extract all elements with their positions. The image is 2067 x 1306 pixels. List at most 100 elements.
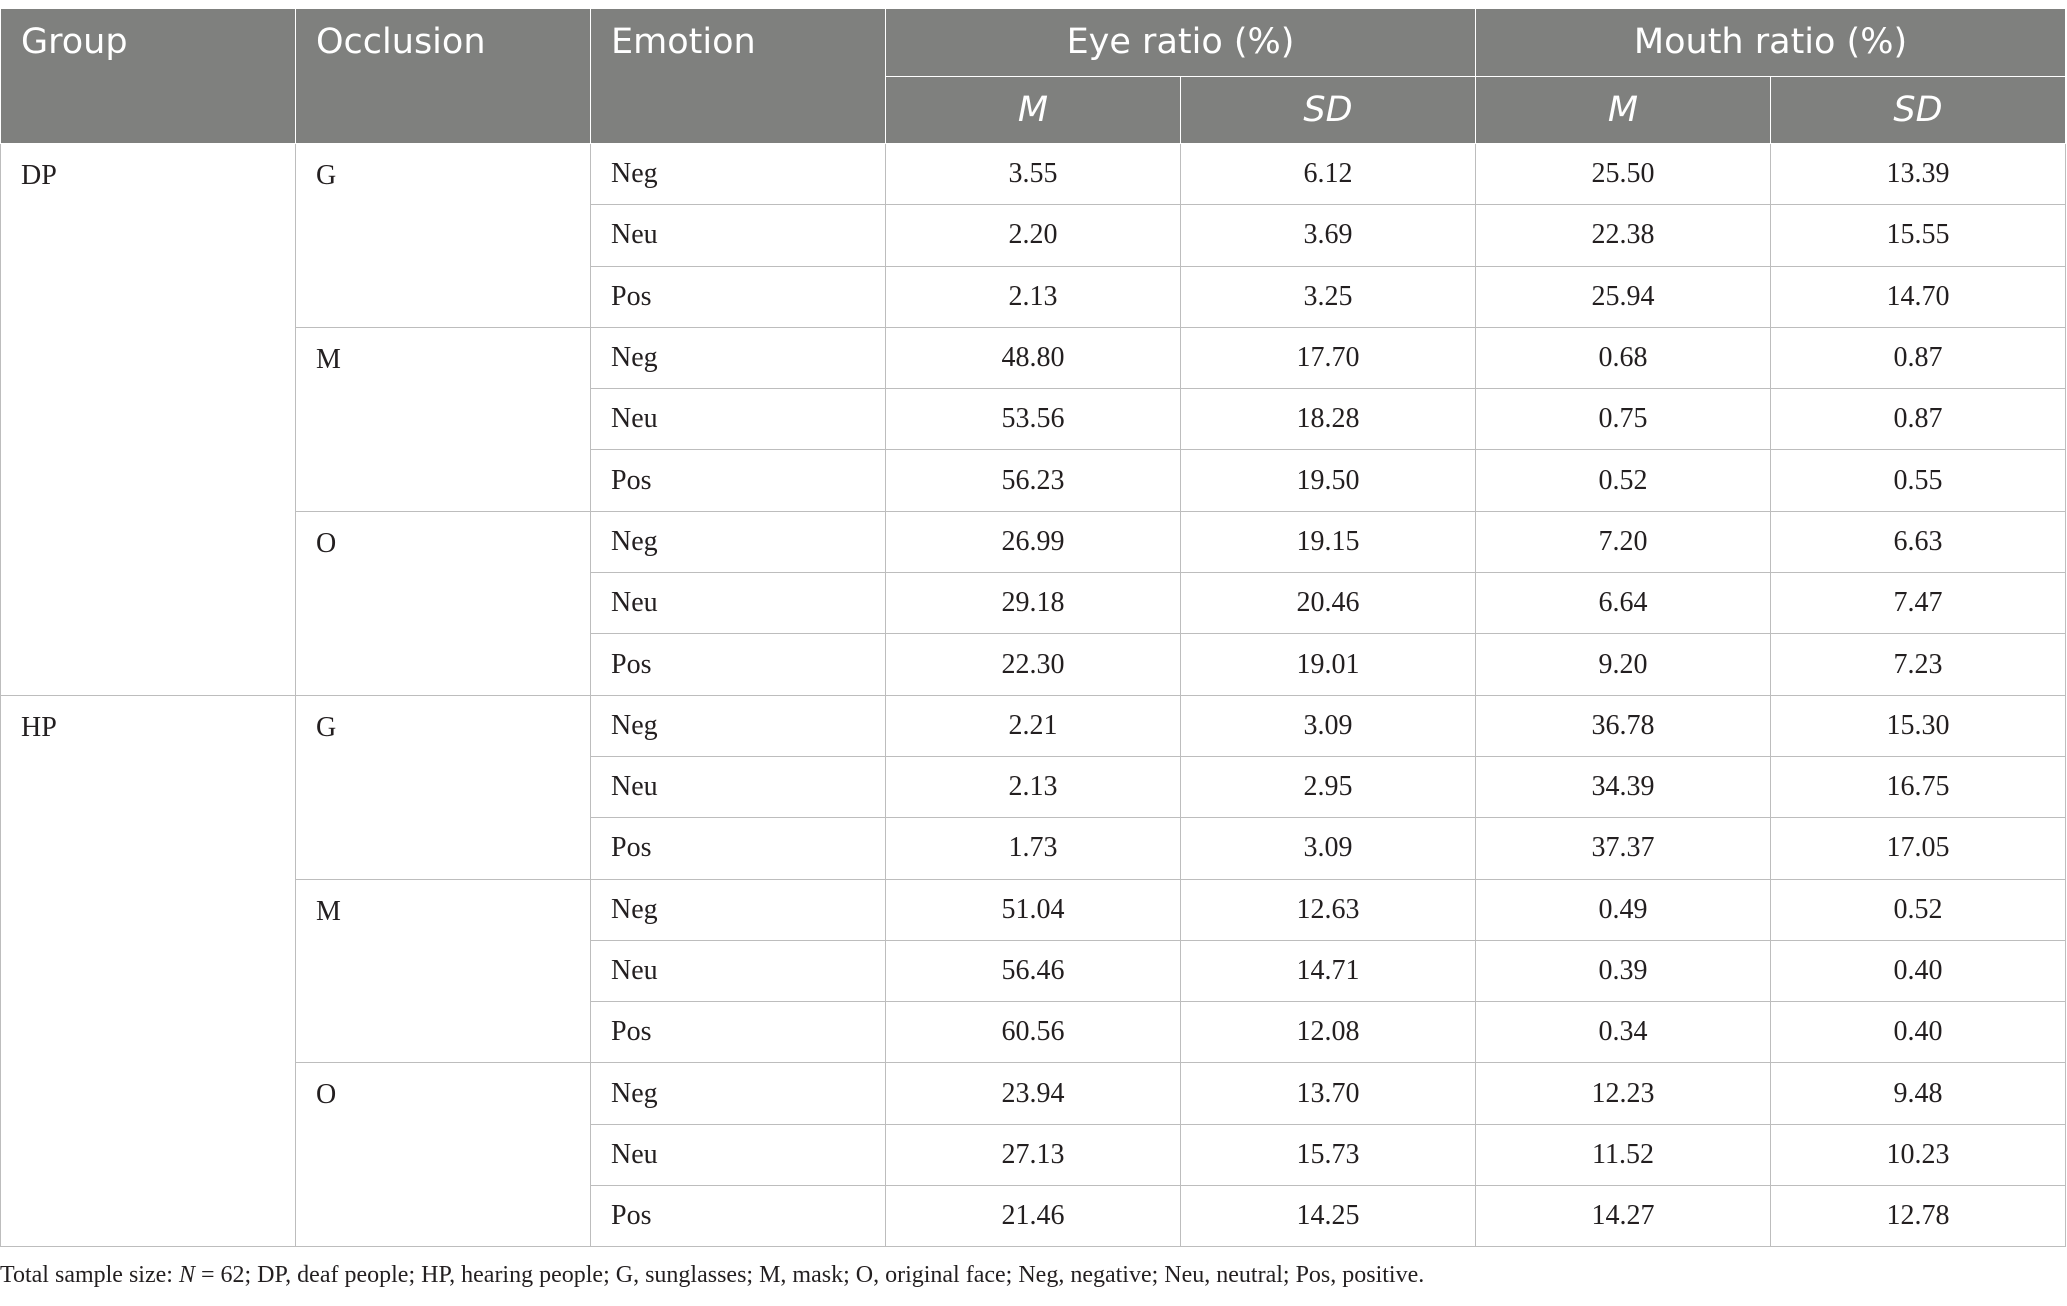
emotion-cell: Neg (590, 142, 886, 206)
emotion-cell: Neg (590, 878, 886, 941)
table-row: Neu 53.56 18.28 0.75 0.87 (1, 388, 2067, 451)
occlusion-cell: G (295, 143, 591, 328)
emotion-cell: Pos (590, 449, 886, 512)
table-row: M Neg 48.80 17.70 0.68 0.87 (1, 326, 2067, 512)
eye-sd-cell: 13.70 (1179, 1062, 1477, 1125)
mouth-m-cell: 0.68 (1475, 326, 1772, 390)
header-occlusion: Occlusion (295, 8, 591, 144)
mouth-sd-cell: 0.87 (1770, 326, 2067, 390)
eye-m-cell: 29.18 (885, 572, 1181, 635)
group-cell: DP (0, 143, 296, 696)
table-header: Group Occlusion Emotion Eye ratio (%) Mo… (0, 8, 2067, 144)
eye-sd-cell: 19.01 (1179, 633, 1477, 696)
eye-m-cell: 56.23 (885, 449, 1181, 512)
eye-sd-cell: 12.63 (1179, 878, 1477, 941)
eye-m-cell: 2.13 (885, 755, 1181, 819)
header-mouth-sd: SD (1770, 76, 2067, 144)
eye-m-cell: 27.13 (885, 1123, 1181, 1187)
table-row: Neu 27.13 15.73 11.52 10.23 (1, 1123, 2067, 1187)
emotion-cell: Neg (590, 694, 886, 757)
mouth-sd-cell: 0.52 (1770, 878, 2067, 941)
mouth-sd-cell: 7.23 (1770, 633, 2067, 696)
eye-sd-cell: 2.95 (1179, 755, 1477, 819)
eye-sd-cell: 3.09 (1179, 694, 1477, 757)
table-footnote: Total sample size: N = 62; DP, deaf peop… (0, 1262, 1424, 1289)
emotion-cell: Neu (590, 388, 886, 451)
eye-sd-cell: 15.73 (1179, 1123, 1477, 1187)
mouth-sd-cell: 6.63 (1770, 510, 2067, 574)
emotion-cell: Pos (590, 1001, 886, 1064)
eye-m-cell: 21.46 (885, 1185, 1181, 1248)
eye-m-cell: 26.99 (885, 510, 1181, 574)
eye-m-cell: 2.21 (885, 694, 1181, 757)
emotion-cell: Pos (590, 1185, 886, 1248)
footnote-n-symbol: N (178, 1262, 195, 1288)
header-group: Group (0, 8, 296, 144)
table-row: O Neg 26.99 19.15 7.20 6.63 (1, 510, 2067, 696)
table-row: Pos 1.73 3.09 37.37 17.05 (1, 817, 2067, 880)
mouth-m-cell: 6.64 (1475, 572, 1772, 635)
table-row: DP G Neg 3.55 6.12 25.50 13.39 (0, 142, 2067, 696)
emotion-cell: Neu (590, 939, 886, 1003)
occlusion-cell: O (295, 510, 591, 696)
header-emotion: Emotion (590, 8, 886, 144)
eye-sd-cell: 14.25 (1179, 1185, 1477, 1248)
mouth-sd-cell: 14.70 (1770, 265, 2067, 328)
mouth-m-cell: 34.39 (1475, 755, 1772, 819)
mouth-m-cell: 0.75 (1475, 388, 1772, 451)
emotion-cell: Neg (590, 510, 886, 574)
mouth-m-cell: 0.39 (1475, 939, 1772, 1003)
emotion-cell: Neu (590, 755, 886, 819)
table-row: Pos 56.23 19.50 0.52 0.55 (1, 449, 2067, 512)
group-cell: HP (0, 694, 296, 1248)
eye-sd-cell: 3.09 (1179, 817, 1477, 880)
mouth-sd-cell: 0.87 (1770, 388, 2067, 451)
table-row: Neu 29.18 20.46 6.64 7.47 (1, 572, 2067, 635)
eye-m-cell: 51.04 (885, 878, 1181, 941)
eye-m-cell: 53.56 (885, 388, 1181, 451)
mouth-sd-cell: 17.05 (1770, 817, 2067, 880)
eye-m-cell: 23.94 (885, 1062, 1181, 1125)
eye-sd-cell: 3.25 (1179, 265, 1477, 328)
mouth-m-cell: 0.52 (1475, 449, 1772, 512)
footnote-rest: = 62; DP, deaf people; HP, hearing peopl… (194, 1262, 1425, 1288)
emotion-cell: Pos (590, 633, 886, 696)
eye-m-cell: 3.55 (885, 142, 1181, 206)
mouth-m-cell: 7.20 (1475, 510, 1772, 574)
eye-sd-cell: 19.50 (1179, 449, 1477, 512)
emotion-cell: Neg (590, 1062, 886, 1125)
eye-sd-cell: 19.15 (1179, 510, 1477, 574)
mouth-m-cell: 0.49 (1475, 878, 1772, 941)
emotion-cell: Pos (590, 265, 886, 328)
eye-sd-cell: 12.08 (1179, 1001, 1477, 1064)
footnote-prefix: Total sample size: (0, 1262, 179, 1288)
mouth-sd-cell: 0.40 (1770, 939, 2067, 1003)
mouth-m-cell: 37.37 (1475, 817, 1772, 880)
table-row: HP G Neg 2.21 3.09 36.78 15.30 (0, 694, 2067, 1248)
emotion-cell: Neu (590, 1123, 886, 1187)
eye-m-cell: 48.80 (885, 326, 1181, 390)
table-row: Pos 2.13 3.25 25.94 14.70 (1, 265, 2067, 328)
mouth-sd-cell: 10.23 (1770, 1123, 2067, 1187)
emotion-cell: Neg (590, 326, 886, 390)
header-eye-sd: SD (1179, 76, 1477, 144)
eye-sd-cell: 20.46 (1179, 572, 1477, 635)
eye-m-cell: 22.30 (885, 633, 1181, 696)
mouth-m-cell: 22.38 (1475, 204, 1772, 267)
eye-sd-cell: 18.28 (1179, 388, 1477, 451)
eye-m-cell: 56.46 (885, 939, 1181, 1003)
mouth-m-cell: 36.78 (1475, 694, 1772, 757)
header-mouth-ratio: Mouth ratio (%) (1475, 8, 2067, 77)
mouth-m-cell: 0.34 (1475, 1001, 1772, 1064)
mouth-sd-cell: 7.47 (1770, 572, 2067, 635)
occlusion-cell: O (295, 1062, 591, 1248)
mouth-m-cell: 9.20 (1475, 633, 1772, 696)
results-table: Group Occlusion Emotion Eye ratio (%) Mo… (0, 8, 2067, 1248)
occlusion-cell: M (295, 326, 591, 512)
mouth-sd-cell: 16.75 (1770, 755, 2067, 819)
mouth-sd-cell: 0.55 (1770, 449, 2067, 512)
eye-m-cell: 1.73 (885, 817, 1181, 880)
mouth-sd-cell: 13.39 (1770, 142, 2067, 206)
mouth-m-cell: 25.94 (1475, 265, 1772, 328)
mouth-sd-cell: 9.48 (1770, 1062, 2067, 1125)
